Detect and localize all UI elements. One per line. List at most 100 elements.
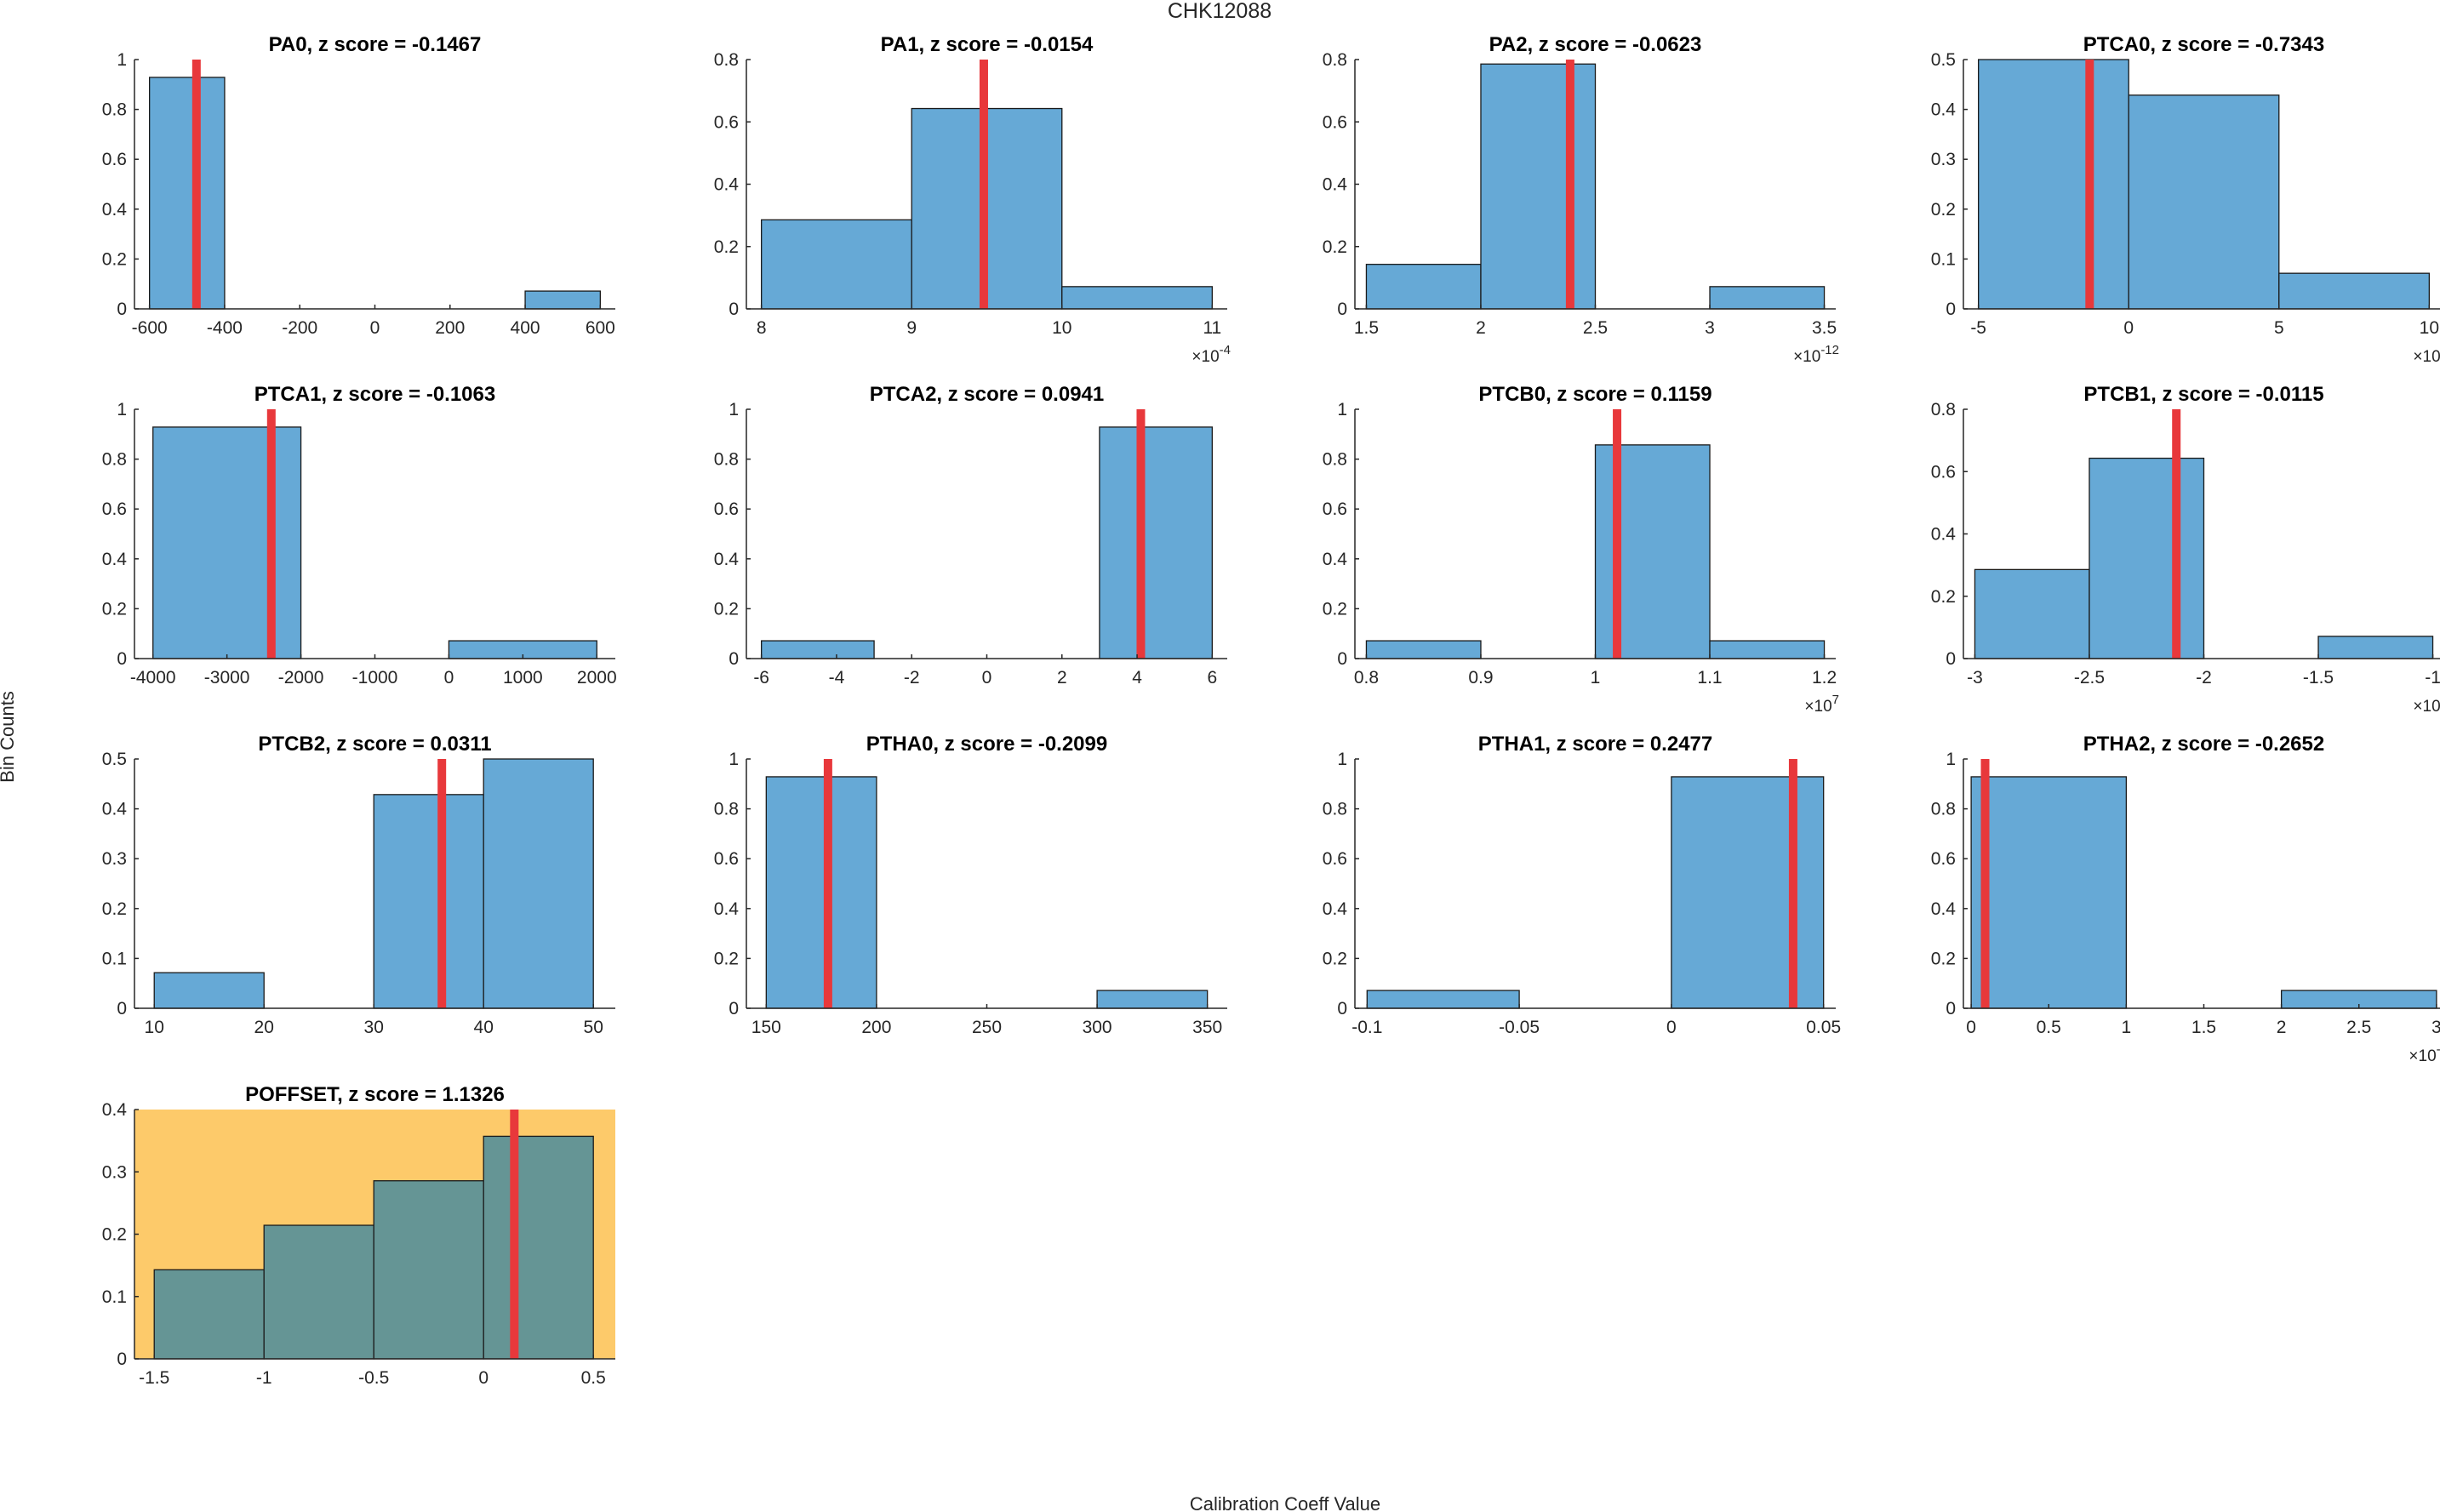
subplot-title: PTHA1, z score = 0.2477	[1478, 733, 1712, 756]
x-tick-label: 0	[444, 668, 454, 688]
x-tick-label: 2.5	[1583, 318, 1608, 338]
y-tick-label: 0.4	[1931, 525, 1957, 545]
x-tick-label: 600	[586, 318, 615, 338]
x-tick-label: 20	[254, 1018, 274, 1037]
x-tick-label: 40	[474, 1018, 494, 1037]
y-tick-label: 0.2	[102, 1225, 127, 1245]
y-tick-label: 0.1	[102, 1287, 127, 1307]
y-tick-label: 0	[729, 999, 739, 1018]
x-tick-label: -0.1	[1351, 1018, 1382, 1037]
histogram-bar	[1365, 264, 1482, 310]
x-tick-label: 2000	[577, 668, 617, 688]
y-tick-label: 0.4	[1323, 899, 1348, 919]
y-tick-label: 0.8	[1931, 400, 1956, 419]
y-tick-label: 0.2	[102, 899, 127, 919]
x-axis-label: Calibration Coeff Value	[1190, 1493, 1380, 1512]
y-tick-label: 0.4	[714, 550, 740, 569]
x-tick-label: 10	[2420, 318, 2439, 338]
x-tick-label: 300	[1083, 1018, 1112, 1037]
x-tick-label: -6	[753, 668, 769, 688]
axis-exponent-label: ×104	[2413, 693, 2440, 716]
x-tick-label: -2	[904, 668, 920, 688]
y-tick-label: 0.2	[1931, 587, 1956, 607]
histogram-panel: -0.1 -0.05 0 0.05 0 0.2 0.4 0.6 0.8 1 PTHA1, z sco…	[1323, 733, 1841, 1037]
histogram-panel: -3 -2.5 -2 -1.5 -1 0 0.2 0.4 0.6 0.8 PTCB1, z scor…	[1931, 383, 2440, 716]
x-tick-label: -400	[207, 318, 243, 338]
y-tick-label: 0.8	[714, 50, 739, 70]
x-tick-label: 200	[861, 1018, 891, 1037]
histogram-panel: -1.5 -1 -0.5 0 0.5 0 0.1 0.2 0.3 0.4 POFFSET, z sc…	[102, 1083, 615, 1388]
subplot-title: PA2, z score = -0.0623	[1489, 33, 1702, 56]
x-tick-label: 10	[1052, 318, 1071, 338]
y-tick-label: 0.2	[714, 237, 739, 257]
y-tick-label: 0.6	[1931, 462, 1956, 482]
x-tick-label: 200	[435, 318, 465, 338]
subplot-title: PA1, z score = -0.0154	[881, 33, 1094, 56]
axis-exponent-label: ×104	[2413, 343, 2440, 366]
histogram-panel: -600 -400 -200 0 200 400 600 0 0.2 0.4 0.6 0.8 1 PA0,…	[102, 33, 615, 338]
x-tick-label: -1	[256, 1368, 272, 1388]
x-tick-label: 0	[370, 318, 380, 338]
y-tick-label: 0.6	[714, 849, 739, 869]
y-tick-label: 1	[1946, 750, 1956, 769]
y-tick-label: 0.3	[102, 849, 127, 869]
x-tick-label: 0	[2123, 318, 2134, 338]
histogram-bar	[1061, 286, 1213, 310]
x-tick-label: 1.2	[1812, 668, 1837, 688]
axis-exponent-label: ×107	[1804, 693, 1839, 716]
y-tick-label: 0.8	[1323, 450, 1347, 470]
x-tick-label: -0.5	[358, 1368, 389, 1388]
histogram-bar	[1709, 640, 1826, 659]
y-tick-label: 0.8	[714, 800, 739, 819]
y-tick-label: 1	[117, 400, 127, 419]
y-tick-label: 0.8	[102, 100, 127, 120]
y-tick-label: 0.4	[102, 1100, 128, 1120]
subplot-title: PTCA1, z score = -0.1063	[254, 383, 495, 406]
histogram-bar	[761, 219, 912, 310]
y-tick-label: 0.4	[1931, 899, 1957, 919]
x-tick-label: -3	[1967, 668, 1983, 688]
histogram-panel: 0.8 0.9 1 1.1 1.2 0 0.2 0.4 0.6 0.8 1 PTCB0, z scor…	[1323, 383, 1839, 716]
x-tick-label: -2.5	[2074, 668, 2105, 688]
x-tick-label: -1000	[352, 668, 398, 688]
subplot-title: PA0, z score = -0.1467	[269, 33, 482, 56]
y-tick-label: 0.3	[1931, 150, 1956, 169]
histogram-bar	[152, 426, 302, 659]
x-tick-label: 0	[478, 1368, 489, 1388]
x-tick-label: 3.5	[1812, 318, 1837, 338]
y-tick-label: 0.3	[102, 1162, 127, 1182]
x-tick-label: -1	[2425, 668, 2440, 688]
y-tick-label: 0.4	[714, 175, 740, 195]
histogram-bar	[263, 1224, 374, 1360]
x-tick-label: 2	[2277, 1018, 2287, 1037]
y-tick-label: 1	[1337, 400, 1347, 419]
y-tick-label: 0.1	[102, 949, 127, 968]
y-tick-label: 0	[1946, 300, 1956, 319]
histogram-bar	[1594, 444, 1711, 659]
x-tick-label: 1.5	[1354, 318, 1379, 338]
histogram-panel: -6 -4 -2 0 2 4 6 0 0.2 0.4 0.6 0.8 1 PTCA2, z score =…	[714, 383, 1227, 688]
x-tick-label: 1000	[503, 668, 543, 688]
y-tick-label: 0.8	[1931, 800, 1956, 819]
x-tick-label: -1.5	[2303, 668, 2334, 688]
y-tick-label: 0.1	[1931, 249, 1956, 269]
y-tick-label: 0.8	[1323, 800, 1347, 819]
x-tick-label: 11	[1203, 318, 1221, 338]
y-tick-label: 0.8	[1323, 50, 1347, 70]
x-tick-label: -3000	[204, 668, 250, 688]
y-tick-label: 0	[729, 649, 739, 669]
histogram-bar	[1480, 63, 1597, 310]
x-tick-label: 6	[1208, 668, 1218, 688]
histogram-bar	[1970, 776, 2128, 1009]
subplot-title: PTCB0, z score = 0.1159	[1478, 383, 1711, 406]
x-tick-label: 250	[972, 1018, 1002, 1037]
x-tick-label: 0.05	[1806, 1018, 1841, 1037]
histogram-panel: 10 20 30 40 50 0 0.1 0.2 0.3 0.4 0.5 PTCB2, z score…	[102, 733, 615, 1037]
x-tick-label: 30	[364, 1018, 384, 1037]
subplot-title: PTHA0, z score = -0.2099	[866, 733, 1107, 756]
y-tick-label: 0	[117, 300, 127, 319]
y-tick-label: 0	[1337, 999, 1347, 1018]
x-tick-label: -4	[829, 668, 845, 688]
y-tick-label: 0	[729, 300, 739, 319]
